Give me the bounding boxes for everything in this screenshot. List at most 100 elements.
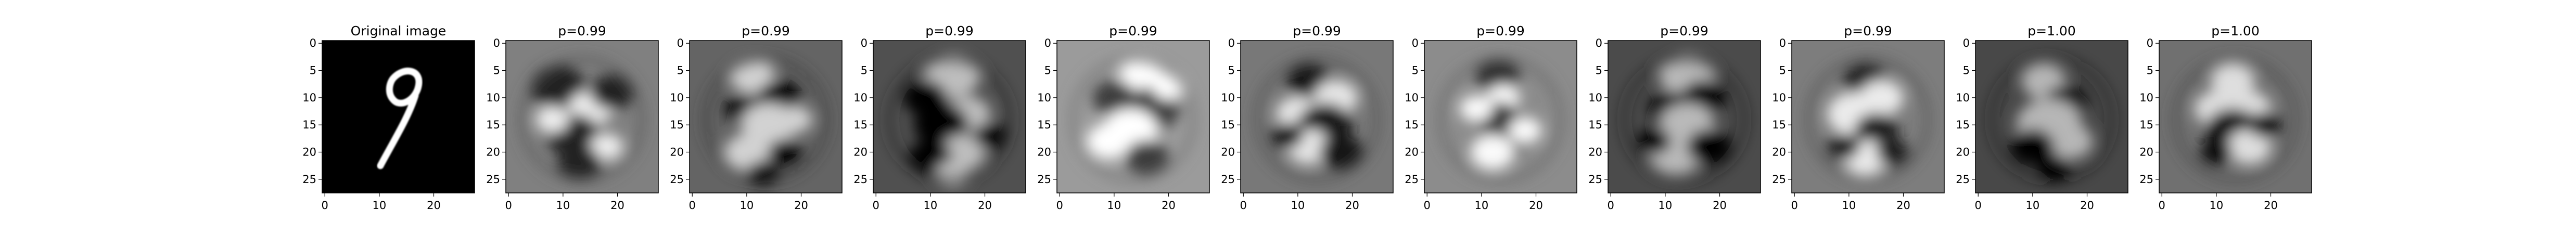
y-tick-label: 10 (670, 92, 684, 104)
filter-pattern (702, 56, 830, 187)
ring (702, 56, 830, 183)
subplot-0: Original image 0 10 20 0 5 10 15 20 25 (302, 23, 475, 212)
subplot-7: p=0.99 0 10 20 0 5 10 15 20 25 (1588, 23, 1761, 212)
y-tick-label: 5 (493, 64, 500, 77)
x-tick-label: 20 (1713, 199, 1727, 212)
subplot-title: p=1.00 (2211, 23, 2259, 38)
image-background (322, 41, 475, 193)
filter-pattern (1988, 56, 2115, 183)
y-tick-label: 20 (1221, 146, 1235, 159)
y-tick-label: 20 (1588, 146, 1602, 159)
axes-frame (2159, 40, 2312, 193)
light-blob (725, 135, 769, 170)
filter-pattern (1253, 56, 1381, 183)
y-tick-label: 0 (1779, 37, 1786, 49)
dark-blob (914, 103, 969, 147)
y-tick-label: 20 (1037, 146, 1051, 159)
x-tick-label: 0 (322, 199, 328, 212)
y-tick-label: 25 (2139, 173, 2153, 186)
x-tick-label: 10 (1107, 199, 1121, 212)
y-tick-label: 10 (1221, 92, 1235, 104)
y-tick-label: 5 (1596, 64, 1602, 77)
dark-blob (2249, 112, 2282, 138)
dark-blob (557, 145, 602, 180)
light-blob (2227, 129, 2271, 164)
y-tick-label: 0 (861, 37, 868, 49)
subplot-image (1424, 41, 1577, 193)
x-tick-label: 0 (1056, 199, 1063, 212)
y-tick-label: 5 (1044, 64, 1051, 77)
y-tick-label: 25 (670, 173, 684, 186)
dark-blob (2200, 139, 2233, 165)
y-tick-label: 10 (1956, 92, 1970, 104)
subplot-image (1608, 41, 1761, 193)
subplot-8: p=0.99 0 10 20 0 5 10 15 20 25 (1772, 23, 1945, 212)
x-tick-label: 20 (1162, 199, 1176, 212)
y-tick-label: 15 (1772, 119, 1786, 131)
y-tick-label: 20 (2139, 146, 2153, 159)
filter-pattern (1804, 56, 1932, 183)
axes-frame (1240, 40, 1394, 193)
y-tick-label: 10 (853, 92, 868, 104)
x-tick-label: 10 (2210, 199, 2224, 212)
y-tick-label: 25 (1221, 173, 1235, 186)
y-tick-label: 20 (670, 146, 684, 159)
filter-pattern (1437, 56, 1564, 183)
y-tick-label: 20 (1772, 146, 1786, 159)
light-blob (535, 106, 569, 133)
y-tick-label: 10 (2139, 92, 2153, 104)
y-tick-label: 25 (1956, 173, 1970, 186)
light-blob (941, 135, 985, 170)
x-tick-label: 0 (1608, 199, 1614, 212)
y-tick-label: 15 (302, 119, 316, 131)
subplot-image (873, 41, 1026, 193)
ring (1621, 56, 1748, 183)
dark-blob (590, 74, 634, 110)
x-tick-label: 0 (689, 199, 696, 212)
y-tick-label: 0 (2147, 37, 2153, 49)
axes-frame (873, 40, 1026, 193)
y-tick-label: 20 (486, 146, 500, 159)
axes-frame (1975, 40, 2128, 193)
x-tick-label: 10 (1475, 199, 1489, 212)
y-tick-label: 15 (853, 119, 868, 131)
light-blob (779, 106, 812, 133)
filter-pattern (1069, 56, 1197, 183)
dark-blob (1854, 113, 1898, 148)
subplot-title: p=0.99 (1293, 23, 1341, 38)
subplot-image (1241, 41, 1393, 193)
y-tick-label: 5 (861, 64, 868, 77)
y-tick-label: 0 (677, 37, 684, 49)
subplot-image (1975, 41, 2128, 193)
subplot-title: p=1.00 (2027, 23, 2075, 38)
axes-frame (689, 40, 843, 193)
y-tick-label: 0 (1044, 37, 1051, 49)
axes-frame (1056, 40, 1210, 193)
subplot-10: p=1.00 0 10 20 0 5 10 15 20 25 (2139, 23, 2312, 212)
ring (1804, 56, 1932, 183)
y-tick-label: 0 (493, 37, 500, 49)
x-tick-label: 0 (505, 199, 512, 212)
x-tick-label: 20 (610, 199, 624, 212)
x-tick-label: 10 (556, 199, 570, 212)
y-tick-label: 10 (302, 92, 316, 104)
y-tick-label: 20 (1405, 146, 1419, 159)
subplot-image (1057, 41, 1209, 193)
subplot-title: Original image (351, 23, 447, 38)
y-tick-label: 0 (1228, 37, 1235, 49)
y-tick-label: 5 (310, 64, 316, 77)
ring (1988, 56, 2115, 183)
subplot-3: p=0.99 0 10 20 0 5 10 15 20 25 (853, 23, 1026, 212)
x-tick-label: 0 (873, 199, 879, 212)
x-tick-label: 20 (1345, 199, 1359, 212)
dark-blob (1638, 128, 1671, 154)
x-tick-label: 0 (1424, 199, 1431, 212)
x-tick-label: 10 (1291, 199, 1305, 212)
dark-blob (1125, 140, 1169, 175)
y-tick-label: 25 (1405, 173, 1419, 186)
subplot-6: p=0.99 0 10 20 0 5 10 15 20 25 (1405, 23, 1577, 212)
y-tick-label: 0 (1963, 37, 1970, 49)
x-tick-label: 0 (1975, 199, 1982, 212)
y-tick-label: 15 (486, 119, 500, 131)
